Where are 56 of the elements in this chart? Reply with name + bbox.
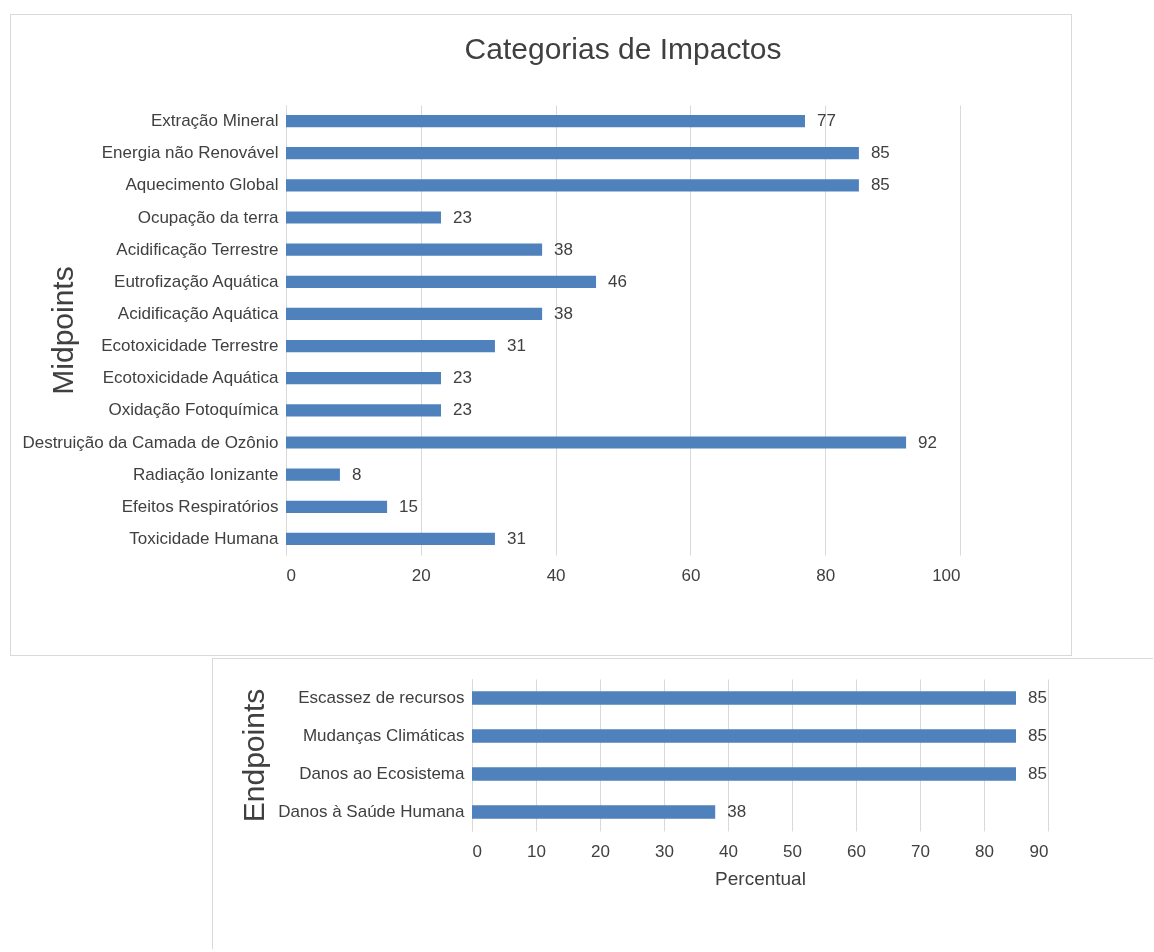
- data-label: 85: [870, 143, 890, 163]
- data-label: 38: [554, 239, 574, 259]
- x-tick-label: 0: [286, 565, 296, 585]
- y-tick-label: Escassez de recursos: [298, 688, 465, 707]
- y-tick-label: Ocupação da terra: [137, 207, 280, 227]
- data-label: 85: [1028, 764, 1047, 783]
- y-tick-label: Efeitos Respiratórios: [121, 496, 279, 516]
- y-tick-label: Ecotoxicidade Aquática: [102, 368, 280, 388]
- x-tick-label: 40: [546, 565, 566, 585]
- x-tick-label: 60: [681, 565, 701, 585]
- data-label: 85: [1028, 726, 1047, 745]
- x-tick-label: 10: [527, 841, 546, 861]
- y-tick-label: Danos à Saúde Humana: [278, 802, 466, 821]
- y-tick-label: Acidificação Terrestre: [116, 239, 279, 259]
- data-label: 15: [399, 496, 419, 516]
- x-tick-label: 20: [591, 841, 610, 861]
- x-tick-label: 60: [847, 841, 866, 861]
- x-tick-label: 30: [655, 841, 674, 861]
- data-label: 23: [453, 368, 472, 388]
- x-tick-label: 80: [975, 841, 994, 861]
- data-label: 31: [506, 336, 526, 356]
- data-label: 38: [727, 802, 747, 821]
- y-tick-label: Oxidação Fotoquímica: [108, 400, 280, 420]
- y-tick-label: Destruição da Camada de Ozônio: [22, 432, 279, 452]
- x-tick-label: 70: [911, 841, 930, 861]
- x-tick-label: 80: [816, 565, 836, 585]
- x-tick-label: 0: [472, 841, 482, 861]
- chart-title: Categorias de Impactos: [464, 32, 782, 65]
- data-label: 38: [554, 303, 574, 323]
- data-label: 77: [816, 111, 836, 131]
- data-label: 23: [453, 400, 472, 420]
- data-label: 85: [870, 175, 890, 195]
- data-label: 85: [1028, 688, 1047, 707]
- y-tick-label: Acidificação Aquática: [117, 303, 280, 323]
- x-tick-label: 50: [783, 841, 802, 861]
- y-tick-label: Mudanças Climáticas: [302, 726, 465, 745]
- data-label: 23: [453, 207, 472, 227]
- y-tick-label: Radiação Ionizante: [132, 464, 279, 484]
- y-tick-label: Ecotoxicidade Terrestre: [101, 336, 279, 356]
- y-tick-label: Aquecimento Global: [125, 175, 279, 195]
- y-axis-title: Endpoints: [237, 688, 271, 823]
- data-label: 8: [351, 464, 362, 484]
- x-axis-title: Percentual: [715, 867, 806, 889]
- x-tick-label: 90: [1029, 841, 1049, 861]
- y-axis-title: Midpoints: [45, 266, 79, 395]
- y-tick-label: Danos ao Ecosistema: [299, 764, 466, 783]
- y-tick-label: Toxicidade Humana: [129, 528, 280, 548]
- x-tick-label: 20: [411, 565, 431, 585]
- data-label: 46: [608, 271, 627, 291]
- data-label: 31: [506, 528, 526, 548]
- y-tick-label: Energia não Renovável: [101, 143, 279, 163]
- y-tick-label: Eutrofização Aquática: [114, 271, 280, 291]
- y-tick-label: Extração Mineral: [150, 111, 279, 131]
- x-tick-label: 100: [932, 565, 961, 585]
- x-tick-label: 40: [719, 841, 738, 861]
- data-label: 92: [918, 432, 937, 452]
